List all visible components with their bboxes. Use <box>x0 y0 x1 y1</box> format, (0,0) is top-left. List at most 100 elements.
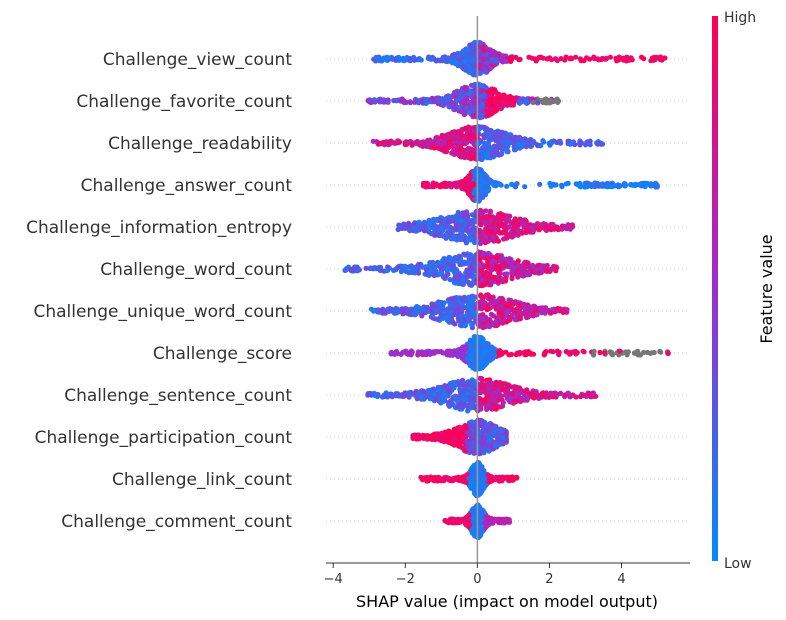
data-point <box>460 50 466 56</box>
data-point <box>450 52 456 58</box>
data-point <box>446 403 453 409</box>
data-point <box>497 404 503 410</box>
data-point <box>451 295 457 301</box>
data-point <box>554 391 560 397</box>
data-point <box>477 241 483 247</box>
data-point <box>412 140 418 146</box>
data-point <box>503 138 509 145</box>
data-point <box>573 181 579 187</box>
data-point <box>477 390 484 396</box>
data-point <box>393 393 399 399</box>
data-point <box>381 308 387 314</box>
data-point <box>499 306 506 312</box>
data-point <box>509 54 515 60</box>
data-point <box>544 225 550 231</box>
data-point <box>536 227 542 233</box>
data-point <box>467 173 473 179</box>
points-layer <box>342 39 671 541</box>
data-point <box>447 230 453 236</box>
data-point <box>392 351 398 357</box>
data-point <box>468 266 474 272</box>
data-point <box>458 387 464 393</box>
data-point <box>525 271 531 277</box>
data-point <box>447 139 453 145</box>
data-point <box>458 229 464 235</box>
data-point <box>507 300 513 307</box>
data-point <box>499 150 505 156</box>
data-point <box>376 309 382 315</box>
data-point <box>412 270 418 276</box>
data-point <box>461 63 468 69</box>
data-point <box>487 97 493 103</box>
data-point <box>414 307 420 313</box>
data-point <box>489 57 495 63</box>
data-point <box>479 277 485 283</box>
data-point <box>466 133 472 139</box>
data-point <box>431 350 437 356</box>
data-point <box>470 154 476 160</box>
data-point <box>438 308 444 314</box>
data-point <box>452 147 458 153</box>
data-point <box>462 396 468 402</box>
data-point <box>472 273 478 279</box>
data-point <box>343 267 349 273</box>
data-point <box>406 227 412 233</box>
data-point <box>479 316 486 322</box>
data-point <box>385 55 391 61</box>
data-point <box>501 236 507 242</box>
data-point <box>469 322 475 328</box>
data-point <box>515 232 521 238</box>
data-point <box>484 113 490 119</box>
data-point <box>470 358 476 364</box>
data-point <box>451 311 457 318</box>
data-point <box>412 390 418 396</box>
data-point <box>466 69 472 75</box>
data-point <box>432 272 438 278</box>
data-point <box>485 129 491 135</box>
data-point <box>472 381 478 387</box>
data-point <box>419 99 425 105</box>
data-point <box>458 182 465 188</box>
data-point <box>350 266 356 272</box>
data-point <box>610 352 616 358</box>
data-point <box>471 239 477 245</box>
data-point <box>658 349 664 355</box>
data-point <box>447 350 453 357</box>
data-point <box>403 139 409 145</box>
data-point <box>403 269 409 275</box>
data-point <box>528 143 535 149</box>
data-point <box>639 54 645 60</box>
data-point <box>530 312 536 318</box>
data-point <box>511 136 517 142</box>
data-point <box>625 349 631 355</box>
data-point <box>427 387 433 393</box>
data-point <box>426 348 432 354</box>
data-point <box>507 94 513 100</box>
data-point <box>549 390 555 397</box>
data-point <box>455 348 461 354</box>
data-point <box>457 128 463 134</box>
data-point <box>416 219 422 225</box>
data-point <box>480 145 486 151</box>
data-point <box>489 353 495 359</box>
data-point <box>448 94 454 100</box>
data-point <box>441 300 447 306</box>
data-point <box>478 40 484 46</box>
data-point <box>433 58 439 64</box>
data-point <box>483 85 489 91</box>
data-point <box>439 313 445 319</box>
data-point <box>464 187 470 193</box>
data-point <box>461 259 467 265</box>
data-point <box>496 229 502 235</box>
data-point <box>377 141 383 147</box>
data-point <box>470 132 476 138</box>
data-point <box>363 265 369 271</box>
data-point <box>467 394 473 400</box>
data-point <box>431 391 437 397</box>
data-point <box>438 349 444 355</box>
data-point <box>526 306 533 312</box>
data-point <box>484 108 490 114</box>
data-point <box>435 229 441 235</box>
data-point <box>443 383 449 389</box>
data-point <box>524 394 530 400</box>
